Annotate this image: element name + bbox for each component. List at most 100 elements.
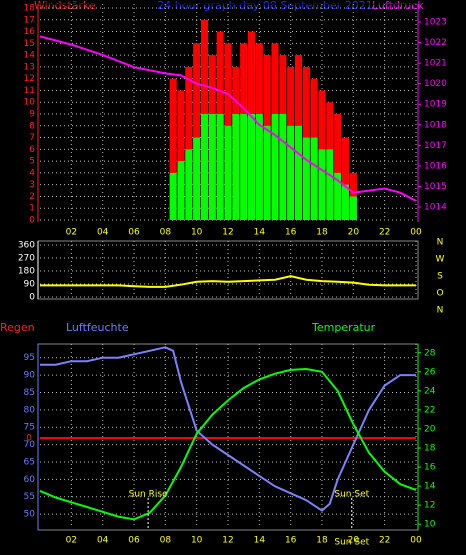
compass-label: W xyxy=(436,255,445,265)
y-tick-label: 13 xyxy=(24,62,35,72)
y2-tick-label: 1022 xyxy=(424,38,447,48)
bar xyxy=(232,114,240,220)
y2-tick-label: 1019 xyxy=(424,100,447,110)
bar xyxy=(169,78,177,221)
bar xyxy=(200,114,209,220)
y-tick-label: 90 xyxy=(24,371,36,381)
x-tick-label: 12 xyxy=(222,228,233,238)
bar xyxy=(224,125,232,220)
x-tick-label: 00 xyxy=(410,228,422,238)
bar xyxy=(193,43,201,221)
y-tick-label: 270 xyxy=(18,254,35,264)
humidity-label: Luftfeuchte xyxy=(66,321,129,334)
bar xyxy=(334,172,342,220)
y-tick-label: 180 xyxy=(18,267,35,277)
y-tick-label: 4 xyxy=(29,168,35,178)
x-tick-label: 04 xyxy=(97,228,109,238)
y-tick-label: 2 xyxy=(29,192,35,202)
y-tick-label: 14 xyxy=(24,51,36,61)
wind-label: Windstärke xyxy=(34,0,96,12)
bar xyxy=(193,137,201,220)
bar xyxy=(263,125,271,220)
x-tick-label: 12 xyxy=(222,536,233,546)
y-tick-label: 16 xyxy=(24,27,36,37)
y-tick-label: 95 xyxy=(24,353,35,363)
annotation-label: Sun Set xyxy=(334,490,369,500)
y2-tick-label: 1018 xyxy=(424,120,447,130)
bar xyxy=(216,114,224,220)
x-marker-label: Sun Set xyxy=(334,538,369,548)
y-tick-label: 360 xyxy=(18,241,35,251)
y-tick-label: 1 xyxy=(29,204,35,214)
compass-label: N xyxy=(437,306,444,316)
bar xyxy=(169,172,177,220)
bar xyxy=(185,66,193,220)
bar xyxy=(310,137,318,220)
y-tick-label: 9 xyxy=(29,110,35,120)
x-tick-label: 02 xyxy=(66,536,77,546)
temperature-label: Temperatur xyxy=(311,321,376,334)
x-tick-label: 06 xyxy=(128,536,140,546)
x-tick-label: 10 xyxy=(191,228,203,238)
y2-tick-label: 24 xyxy=(424,386,436,396)
y2-tick-label: 26 xyxy=(424,367,436,377)
y2-tick-label: 1014 xyxy=(424,203,447,213)
x-tick-label: 18 xyxy=(316,536,328,546)
x-tick-label: 06 xyxy=(128,228,140,238)
line xyxy=(39,367,417,521)
bar xyxy=(247,114,256,220)
y-tick-label: 90 xyxy=(24,280,36,290)
bar xyxy=(177,90,185,220)
bar xyxy=(349,196,357,220)
bar xyxy=(341,137,350,220)
y-tick-label: 18 xyxy=(24,4,36,14)
annotation-label: Sun Rise xyxy=(129,490,168,500)
x-tick-label: 14 xyxy=(254,536,266,546)
bar xyxy=(294,125,303,220)
x-tick-label: 08 xyxy=(160,536,172,546)
bar xyxy=(177,161,185,220)
bar xyxy=(334,114,342,220)
y-tick-label: 6 xyxy=(29,145,35,155)
y-tick-label: 0 xyxy=(29,293,35,303)
y2-tick-label: 1021 xyxy=(424,59,447,69)
x-tick-label: 16 xyxy=(285,228,297,238)
rain-tick-label: 0 xyxy=(26,434,32,444)
y2-tick-label: 22 xyxy=(424,405,435,415)
y-tick-label: 3 xyxy=(29,180,35,190)
x-tick-label: 22 xyxy=(379,228,390,238)
y-tick-label: 8 xyxy=(29,121,35,131)
y-tick-label: 12 xyxy=(24,74,35,84)
compass-label: S xyxy=(437,272,443,282)
bar xyxy=(287,125,295,220)
x-tick-label: 00 xyxy=(410,536,422,546)
y2-tick-label: 16 xyxy=(424,463,436,473)
pressure-label: Luftdruck xyxy=(372,0,424,12)
bar xyxy=(279,114,287,220)
x-tick-label: 04 xyxy=(97,536,109,546)
y-tick-label: 5 xyxy=(29,157,35,167)
y2-tick-label: 10 xyxy=(424,520,436,530)
bar xyxy=(326,149,334,220)
bar xyxy=(302,137,310,220)
x-tick-label: 20 xyxy=(348,228,360,238)
x-tick-label: 16 xyxy=(285,536,297,546)
y2-tick-label: 12 xyxy=(424,501,435,511)
bar xyxy=(341,184,350,220)
rain-label: Regen xyxy=(0,321,35,334)
y-tick-label: 60 xyxy=(24,475,36,485)
y2-tick-label: 1017 xyxy=(424,141,447,151)
y-tick-label: 85 xyxy=(24,388,35,398)
bar xyxy=(185,149,193,220)
y-tick-label: 50 xyxy=(24,510,36,520)
compass-label: N xyxy=(437,238,444,248)
y2-tick-label: 18 xyxy=(424,444,436,454)
y-tick-label: 65 xyxy=(24,457,35,467)
y2-tick-label: 14 xyxy=(424,482,436,492)
y-tick-label: 7 xyxy=(29,133,35,143)
line xyxy=(40,275,416,288)
x-tick-label: 14 xyxy=(254,228,266,238)
bar xyxy=(318,149,326,220)
